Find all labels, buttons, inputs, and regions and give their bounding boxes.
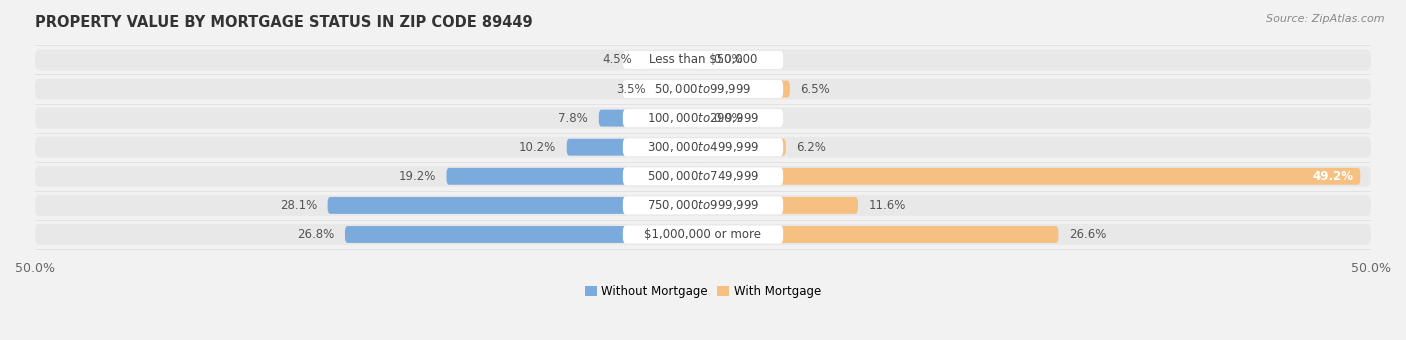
- Text: $500,000 to $749,999: $500,000 to $749,999: [647, 169, 759, 183]
- Legend: Without Mortgage, With Mortgage: Without Mortgage, With Mortgage: [585, 285, 821, 299]
- FancyBboxPatch shape: [567, 139, 703, 156]
- FancyBboxPatch shape: [703, 139, 786, 156]
- FancyBboxPatch shape: [703, 226, 1059, 243]
- Text: $750,000 to $999,999: $750,000 to $999,999: [647, 199, 759, 212]
- Text: 10.2%: 10.2%: [519, 141, 555, 154]
- Text: 4.5%: 4.5%: [602, 53, 633, 66]
- FancyBboxPatch shape: [35, 79, 1371, 100]
- FancyBboxPatch shape: [623, 109, 783, 127]
- Text: $50,000 to $99,999: $50,000 to $99,999: [654, 82, 752, 96]
- FancyBboxPatch shape: [344, 226, 703, 243]
- FancyBboxPatch shape: [623, 80, 783, 98]
- Text: 19.2%: 19.2%: [398, 170, 436, 183]
- FancyBboxPatch shape: [643, 51, 703, 68]
- Text: 6.5%: 6.5%: [800, 83, 831, 96]
- Text: 3.5%: 3.5%: [616, 83, 645, 96]
- FancyBboxPatch shape: [35, 224, 1371, 245]
- Text: 26.8%: 26.8%: [297, 228, 335, 241]
- FancyBboxPatch shape: [623, 225, 783, 243]
- Text: 7.8%: 7.8%: [558, 112, 588, 125]
- FancyBboxPatch shape: [623, 197, 783, 215]
- Text: Less than $50,000: Less than $50,000: [648, 53, 758, 66]
- FancyBboxPatch shape: [703, 81, 790, 98]
- FancyBboxPatch shape: [35, 195, 1371, 216]
- FancyBboxPatch shape: [447, 168, 703, 185]
- Text: 26.6%: 26.6%: [1069, 228, 1107, 241]
- FancyBboxPatch shape: [623, 138, 783, 156]
- Text: $1,000,000 or more: $1,000,000 or more: [644, 228, 762, 241]
- FancyBboxPatch shape: [35, 108, 1371, 129]
- FancyBboxPatch shape: [657, 81, 703, 98]
- FancyBboxPatch shape: [703, 197, 858, 214]
- Text: Source: ZipAtlas.com: Source: ZipAtlas.com: [1267, 14, 1385, 23]
- FancyBboxPatch shape: [35, 49, 1371, 70]
- Text: PROPERTY VALUE BY MORTGAGE STATUS IN ZIP CODE 89449: PROPERTY VALUE BY MORTGAGE STATUS IN ZIP…: [35, 15, 533, 30]
- Text: $300,000 to $499,999: $300,000 to $499,999: [647, 140, 759, 154]
- FancyBboxPatch shape: [35, 166, 1371, 187]
- Text: 0.0%: 0.0%: [714, 53, 744, 66]
- FancyBboxPatch shape: [623, 51, 783, 69]
- Text: 6.2%: 6.2%: [797, 141, 827, 154]
- FancyBboxPatch shape: [703, 168, 1361, 185]
- Text: $100,000 to $299,999: $100,000 to $299,999: [647, 111, 759, 125]
- FancyBboxPatch shape: [599, 110, 703, 126]
- Text: 28.1%: 28.1%: [280, 199, 316, 212]
- Text: 49.2%: 49.2%: [1313, 170, 1354, 183]
- Text: 11.6%: 11.6%: [869, 199, 905, 212]
- FancyBboxPatch shape: [35, 137, 1371, 158]
- Text: 0.0%: 0.0%: [714, 112, 744, 125]
- FancyBboxPatch shape: [328, 197, 703, 214]
- FancyBboxPatch shape: [623, 167, 783, 185]
